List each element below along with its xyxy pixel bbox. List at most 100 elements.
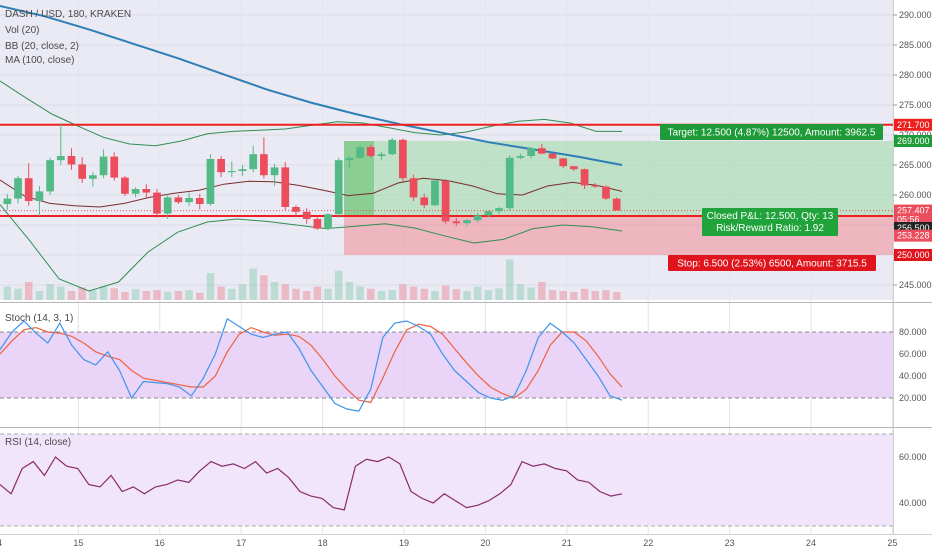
stoch-tick-label: 20.000 [899, 393, 927, 403]
volume-bar [260, 275, 268, 300]
candle-body [570, 166, 578, 170]
candle-body [377, 154, 386, 156]
stoch-d-line [0, 323, 623, 404]
resistance-tag-text: 271.700 [897, 120, 930, 130]
volume-bar [399, 284, 407, 300]
volume-bar [527, 287, 535, 300]
volume-bar [14, 288, 22, 300]
volume-bar [570, 291, 578, 300]
candle-body [292, 207, 300, 212]
candle-body [505, 157, 514, 209]
stop-price-tag-bg[interactable] [894, 229, 932, 242]
stop-label-box[interactable] [668, 255, 876, 271]
volume-bar [174, 291, 183, 300]
price-tick-label: 275.000 [899, 100, 932, 110]
candle-body [46, 160, 54, 192]
time-tick-label: 17 [236, 538, 246, 548]
time-tick-label: 24 [806, 538, 816, 548]
candle-body [388, 139, 397, 155]
volume-bar [185, 290, 193, 300]
candles-layer [3, 123, 621, 231]
chart-title[interactable]: DASH / USD, 180, KRAKEN [5, 9, 131, 20]
candle-body [548, 153, 557, 159]
candle-body [580, 169, 589, 186]
volume-bar [121, 291, 129, 300]
volume-bar [324, 288, 332, 300]
target-tag-bg[interactable] [894, 135, 932, 147]
current-price-tag-text: 257.407 [897, 206, 930, 216]
candle-body [559, 158, 568, 167]
candle-body [217, 159, 225, 173]
candle-body [227, 171, 236, 173]
legend-bb[interactable]: BB (20, close, 2) [5, 41, 79, 52]
candle-body [89, 175, 97, 179]
volume-bar [473, 286, 482, 300]
bb-lower-line [0, 204, 623, 292]
volume-bar [110, 288, 118, 300]
stop-level-tag-text: 250.000 [897, 250, 930, 260]
volume-bar [538, 282, 546, 300]
volume-bar [238, 284, 247, 300]
volume-bar [548, 290, 557, 300]
price-tick-label: 245.000 [899, 280, 932, 290]
volume-bar [142, 291, 151, 300]
volume-bar [153, 290, 161, 300]
candle-body [56, 156, 65, 161]
volume-bar [89, 290, 97, 300]
volume-bar [313, 286, 322, 300]
volume-bar [131, 289, 140, 300]
overlay-layer: Target: 12.500 (4.87%) 12500, Amount: 39… [660, 124, 883, 271]
target-label-box[interactable] [660, 124, 883, 140]
volume-bar [580, 288, 589, 300]
candle-body [612, 198, 621, 211]
volume-bar [196, 292, 204, 300]
volume-bar [334, 270, 343, 300]
time-tick-label: 23 [725, 538, 735, 548]
candle-body [431, 180, 439, 206]
candle-body [516, 156, 525, 158]
volume-bar [206, 273, 215, 300]
volume-bar [217, 286, 225, 300]
candle-body [420, 197, 429, 206]
price-tick-label: 260.000 [899, 190, 932, 200]
volume-bar [67, 291, 76, 300]
stoch-tick-label: 40.000 [899, 371, 927, 381]
candle-body [324, 214, 332, 229]
volume-bar [388, 290, 396, 300]
rsi-band [0, 434, 893, 526]
time-tick-label: 25 [887, 538, 897, 548]
rsi-tick-label: 40.000 [899, 498, 927, 508]
time-tick-label: 22 [643, 538, 653, 548]
tags-layer: 271.700 269.000 257.40705:56256.500253.228… [894, 118, 932, 261]
candle-body [441, 180, 450, 222]
candle-body [3, 198, 12, 204]
volume-bar [270, 282, 279, 300]
legend-vol[interactable]: Vol (20) [5, 25, 39, 36]
candle-body [313, 219, 322, 229]
bb-middle-line [0, 177, 623, 208]
volume-bar [506, 259, 514, 300]
volume-bar [24, 282, 33, 300]
candle-body [281, 167, 290, 207]
legend-ma[interactable]: MA (100, close) [5, 55, 74, 66]
ma-line [0, 5, 623, 166]
rsi-line [0, 456, 623, 511]
pnl-label-line1: Closed P&L: 12.500, Qty: 13 [707, 211, 834, 222]
candle-body [399, 139, 407, 179]
volume-bar [345, 282, 354, 300]
candle-body [24, 178, 33, 201]
candle-body [602, 186, 610, 199]
price-tick-label: 290.000 [899, 10, 932, 20]
legend-rsi[interactable]: RSI (14, close) [5, 437, 71, 448]
pnl-label-box[interactable] [702, 208, 838, 236]
candle-body [409, 178, 418, 198]
stop-level-tag-bg[interactable] [894, 249, 932, 261]
candle-body [195, 198, 204, 204]
resistance-tag-bg[interactable] [894, 118, 932, 131]
stoch-band [0, 332, 893, 398]
legend-stoch[interactable]: Stoch (14, 3, 1) [5, 313, 73, 324]
candle-body [121, 177, 129, 194]
volume-bar [495, 288, 503, 300]
candle-body [463, 220, 471, 224]
